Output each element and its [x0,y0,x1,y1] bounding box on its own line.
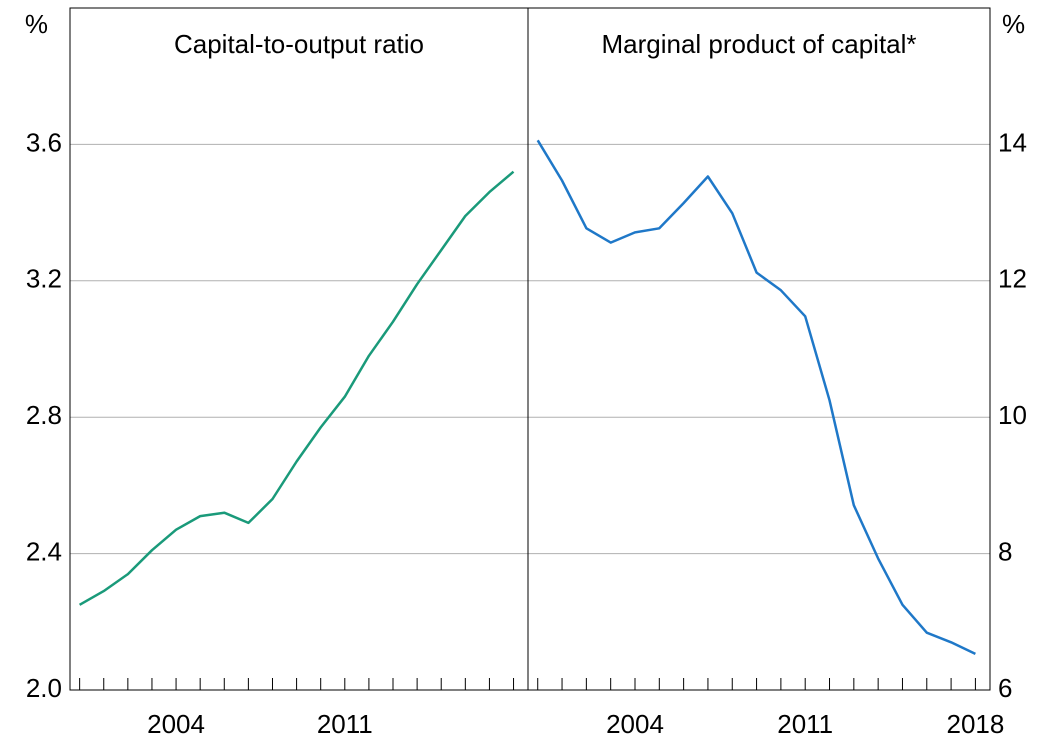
y-tick-label: 3.6 [26,127,62,157]
y-tick-label: 10 [998,400,1027,430]
y-unit-label: % [1002,9,1025,39]
y-tick-label: 2.0 [26,673,62,703]
y-tick-label: 12 [998,264,1027,294]
y-tick-label: 3.2 [26,264,62,294]
y-unit-label: % [25,9,48,39]
y-tick-label: 6 [998,673,1012,703]
data-line [536,139,976,656]
y-tick-label: 14 [998,127,1027,157]
y-tick-label: 2.8 [26,400,62,430]
plot-frame [69,7,991,691]
data-line [78,170,515,606]
x-tick-label: 2004 [147,709,205,739]
panel-title: Marginal product of capital* [601,29,916,59]
x-tick-label: 2004 [606,709,664,739]
x-tick-label: 2011 [777,709,833,739]
x-tick-label: 2018 [946,709,1004,739]
x-tick-label: 2011 [317,709,373,739]
y-tick-label: 2.4 [26,536,62,566]
panel-title: Capital-to-output ratio [174,29,424,59]
y-tick-label: 8 [998,536,1012,566]
